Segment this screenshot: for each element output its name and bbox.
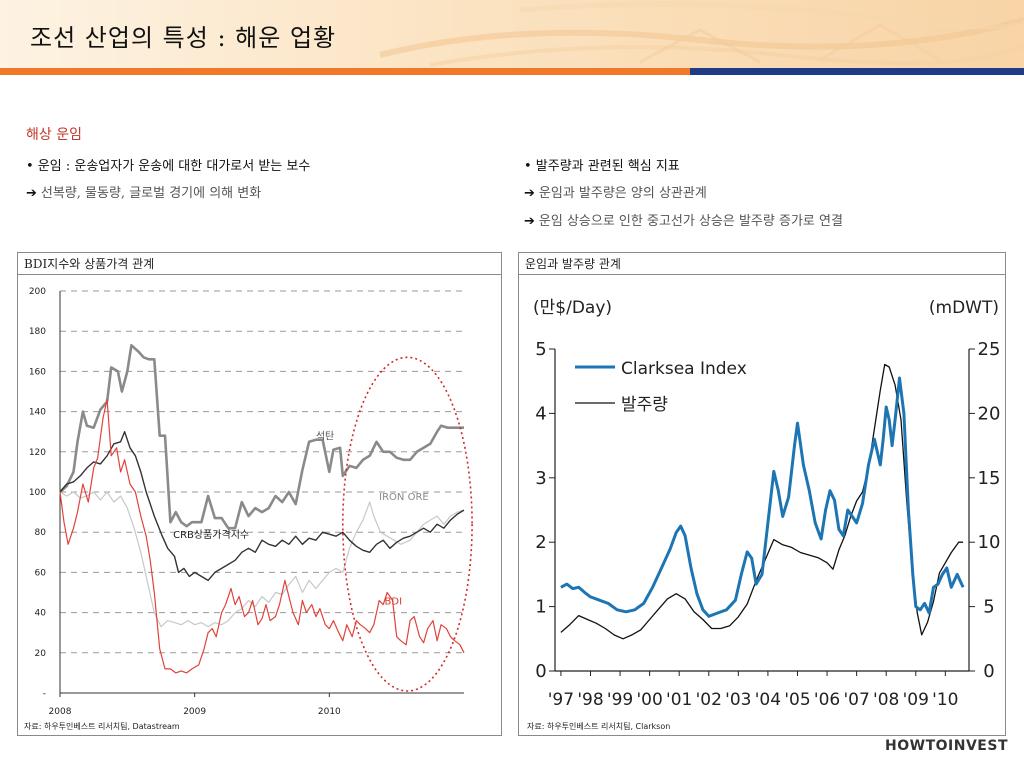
series-line — [59, 491, 465, 628]
arrow-right-icon: ➔ — [26, 186, 37, 201]
header-banner: 조선 산업의 특성 : 해운 업황 — [0, 0, 1024, 70]
header-decoration — [379, 1, 1024, 67]
left-chart-title: BDI지수와 상품가격 관계 — [18, 253, 501, 275]
y-tick-label: 80 — [35, 528, 47, 538]
legend-label: 발주량 — [621, 395, 668, 415]
y-tick-label: 180 — [29, 327, 46, 337]
y-tick-label: 140 — [29, 408, 46, 418]
x-tick-label: '08 — [873, 690, 899, 710]
brand-logo: HOWTOINVEST — [885, 738, 1008, 754]
left-y-tick-label: 2 — [535, 532, 546, 553]
y-tick-label: 20 — [35, 649, 47, 659]
right-y-tick-label: 15 — [978, 468, 1001, 489]
x-tick-label: '09 — [903, 690, 929, 710]
right-bullet-3-text: 운임 상승으로 인한 중고선가 상승은 발주량 증가로 연결 — [538, 214, 843, 229]
left-bullet-1: • 운임 : 운송업자가 운송에 대한 대가로서 받는 보수 — [26, 159, 311, 174]
series-annotation: IRON ORE — [379, 492, 429, 503]
x-tick-label: '06 — [814, 690, 840, 710]
x-tick-label: '10 — [932, 690, 958, 710]
right-chart-title: 운임과 발주량 관계 — [519, 253, 1005, 275]
series-line — [59, 431, 465, 582]
left-y-tick-label: 5 — [535, 339, 546, 360]
right-bullet-3: ➔ 운임 상승으로 인한 중고선가 상승은 발주량 증가로 연결 — [524, 210, 843, 229]
arrow-right-icon: ➔ — [524, 186, 535, 201]
right-y-tick-label: 5 — [983, 597, 994, 618]
x-tick-label: '05 — [784, 690, 810, 710]
y-tick-label: 60 — [35, 568, 47, 578]
x-tick-label: '98 — [577, 690, 603, 710]
right-chart-panel: 운임과 발주량 관계 0 1 2 3 4 5 0 5 10 15 20 25 (만$/Day) (mDWT… — [518, 252, 1006, 736]
header-divider-orange — [0, 68, 690, 75]
right-y-tick-label: 0 — [983, 661, 994, 682]
series-annotation: BDI — [385, 597, 403, 608]
right-y-tick-label: 20 — [978, 403, 1001, 424]
series-line — [560, 376, 965, 618]
y-tick-label: - — [43, 689, 46, 699]
series-annotation: CRB상품가격지수 — [173, 528, 249, 541]
bdi-commodity-chart: 200 180 160 140 120 100 80 60 40 20 -2008 2009 2010 석… — [29, 287, 473, 717]
left-y-tick-label: 3 — [535, 468, 546, 489]
right-bullet-2: ➔ 운임과 발주량은 양의 상관관계 — [524, 182, 707, 201]
left-y-tick-label: 4 — [535, 403, 546, 424]
left-axis-label: (만$/Day) — [533, 298, 612, 318]
legend-label: Clarksea Index — [621, 359, 747, 379]
y-tick-label: 200 — [29, 287, 46, 297]
left-chart-source: 자료: 하우투인베스트 리서치팀, Datastream — [24, 722, 180, 731]
right-y-tick-label: 25 — [978, 339, 1001, 360]
series-annotation: 석탄 — [316, 431, 334, 443]
right-bullet-1: • 발주량과 관련된 핵심 지표 — [524, 159, 680, 174]
page-title: 조선 산업의 특성 : 해운 업황 — [30, 24, 337, 52]
x-tick-label: '04 — [755, 690, 781, 710]
x-tick-label: '02 — [696, 690, 722, 710]
header-divider-blue — [690, 68, 1024, 75]
left-chart-panel: BDI지수와 상품가격 관계 200 180 160 140 120 100 80 60 40 2… — [17, 252, 502, 736]
x-tick-label: 2008 — [49, 707, 72, 717]
section-title: 해상 운임 — [26, 127, 82, 143]
y-tick-label: 40 — [35, 609, 47, 619]
x-tick-label: '03 — [725, 690, 751, 710]
x-tick-label: '97 — [548, 690, 574, 710]
right-bullet-2-text: 운임과 발주량은 양의 상관관계 — [538, 186, 707, 201]
left-bullet-2: ➔ 선복량, 물동량, 글로벌 경기에 의해 변화 — [26, 182, 261, 201]
right-y-tick-label: 10 — [978, 532, 1001, 553]
x-tick-label: 2009 — [183, 707, 206, 717]
arrow-right-icon: ➔ — [524, 214, 535, 229]
x-tick-label: '00 — [636, 690, 662, 710]
x-tick-label: '07 — [843, 690, 869, 710]
left-y-tick-label: 1 — [535, 597, 546, 618]
left-y-tick-label: 0 — [535, 661, 546, 682]
right-axis-label: (mDWT) — [929, 298, 999, 318]
x-tick-label: '01 — [666, 690, 692, 710]
y-tick-label: 120 — [29, 448, 46, 458]
left-bullet-2-text: 선복량, 물동량, 글로벌 경기에 의해 변화 — [40, 186, 262, 201]
y-tick-label: 100 — [29, 488, 46, 498]
x-tick-label: '99 — [607, 690, 633, 710]
series-line — [59, 344, 464, 530]
y-tick-label: 160 — [29, 367, 46, 377]
highlight-ellipse — [341, 356, 473, 692]
series-line — [59, 398, 465, 674]
right-chart-source: 자료: 하우투인베스트 리서치팀, Clarkson — [527, 722, 671, 731]
x-tick-label: 2010 — [318, 707, 341, 717]
